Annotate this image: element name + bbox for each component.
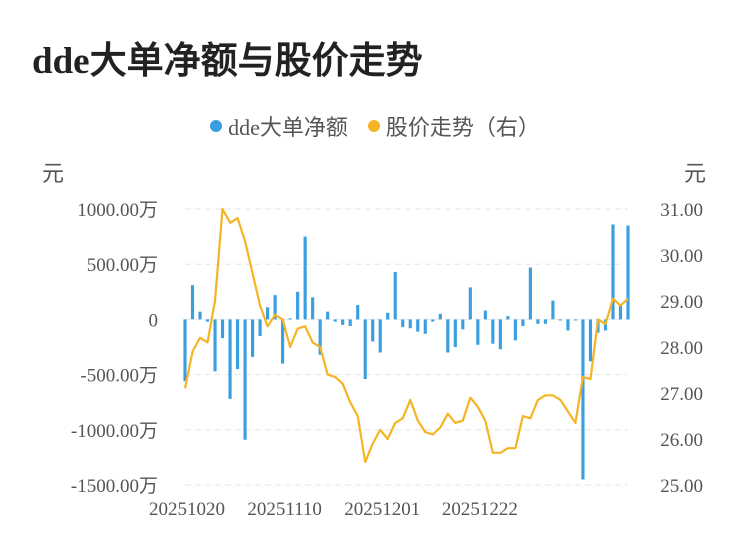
dde-bar [468,287,472,320]
dde-bar [483,310,487,320]
legend-label-dde: dde大单净额 [228,115,348,140]
dde-bar [205,319,210,322]
legend: dde大单净额 股价走势（右） [0,110,750,142]
dde-bar [506,316,510,320]
dde-bar [611,224,615,320]
dde-bar [423,319,427,334]
dde-bar [378,319,382,353]
dde-bar [371,319,375,342]
dde-bar [393,271,397,320]
x-tick-label: 20251110 [247,499,322,520]
dde-bar [296,291,300,320]
dde-bar [551,300,555,320]
right-axis-unit: 元 [684,161,707,186]
dde-bar [288,318,292,320]
dde-bar [513,319,517,341]
dde-bar [521,319,525,327]
dde-bar [341,319,345,325]
dde-bar [326,311,330,320]
right-tick-label: 26.00 [660,430,703,451]
dde-bar [536,319,540,324]
left-tick-label: 500.00万 [87,255,158,276]
dde-bar [446,319,450,353]
left-tick-label: -1000.00万 [71,421,158,442]
dde-bar [588,319,593,362]
left-tick-label: 1000.00万 [77,200,158,221]
dde-bar [558,319,563,321]
dde-bar [356,305,360,320]
dde-bar [198,311,202,320]
right-tick-label: 29.00 [660,292,703,313]
dde-bar [543,319,547,324]
x-tick-label: 20251201 [344,499,420,520]
dde-bar [461,319,465,330]
left-tick-label: -1500.00万 [71,476,158,497]
left-axis-unit: 元 [42,161,65,186]
dde-bar [363,319,367,380]
dde-bar [416,319,420,332]
dde-bar [348,319,352,327]
dde-bar [573,319,578,321]
right-tick-label: 27.00 [660,384,703,405]
legend-item-price[interactable]: 股价走势（右） [367,110,540,142]
dde-bar [190,285,195,320]
dde-bar [235,319,240,370]
dde-bar [333,319,337,322]
dde-bar [250,319,255,357]
dde-bar [311,297,315,320]
right-tick-label: 31.00 [660,200,703,221]
dde-bar [228,319,232,399]
dde-bar [566,319,570,331]
dde-bar [401,319,405,328]
chart-title: dde大单净额与股价走势 [32,41,423,82]
right-tick-label: 30.00 [660,246,703,267]
price-line [183,207,629,464]
dde-bar [431,319,435,322]
legend-label-price: 股价走势（右） [385,115,540,140]
left-tick-label: 0 [149,310,159,331]
dde-bar [408,319,412,329]
dde-bar [498,319,502,350]
left-tick-label: -500.00万 [80,366,158,387]
dde-bar [318,319,322,355]
dde-bar [491,319,495,344]
dde-bar [528,267,532,320]
x-tick-label: 20251222 [442,499,518,520]
dde-bar [618,305,623,320]
x-tick-label: 20251020 [149,499,225,520]
legend-dot-dde-icon [210,120,223,132]
dde-bar [183,319,187,382]
dde-bar [581,319,585,480]
dde-bar [213,319,217,372]
dde-bar [243,319,247,440]
legend-item-dde[interactable]: dde大单净额 [210,110,348,142]
dde-bar [476,319,480,345]
dde-bar [266,307,270,320]
dde-bar [220,319,225,339]
legend-dot-price-icon [367,120,380,132]
dde-bar [438,313,442,320]
dde-bar [626,225,630,320]
dde-bar [273,295,277,320]
dde-bar [386,312,390,320]
dde-bar [258,319,262,336]
dde-bar [453,319,457,347]
dde-bar [281,319,285,364]
right-tick-label: 25.00 [660,476,703,497]
dde-bar [303,236,307,320]
right-tick-label: 28.00 [660,338,703,359]
